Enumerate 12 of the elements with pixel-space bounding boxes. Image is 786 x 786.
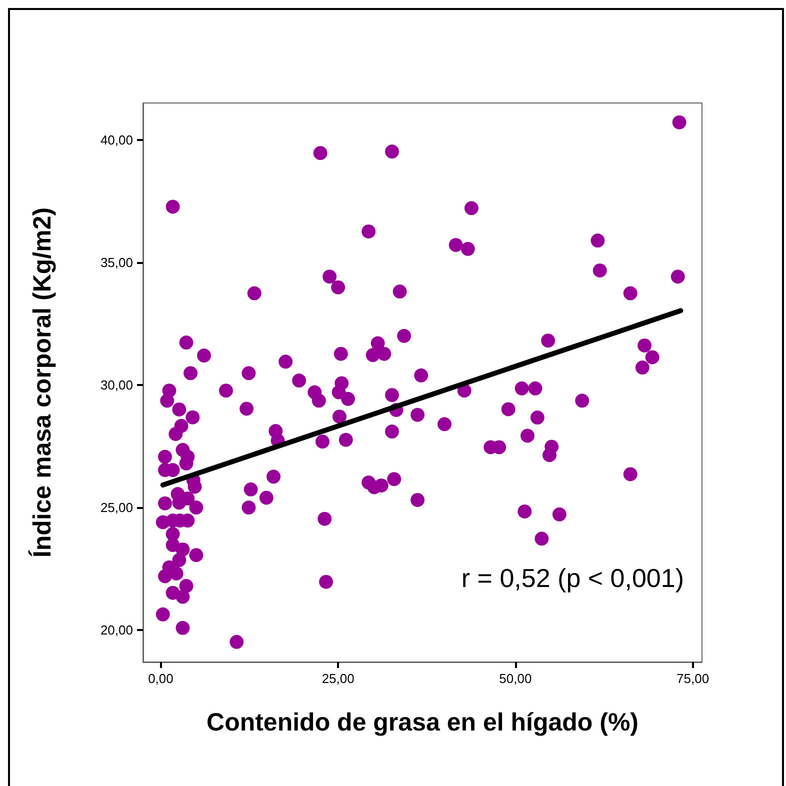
y-tick-label: 30,00 <box>100 377 133 392</box>
y-axis-title: Índice masa corporal (Kg/m2) <box>28 207 56 558</box>
y-tick-label: 40,00 <box>100 132 133 148</box>
y-tick-label: 20,00 <box>100 622 133 638</box>
x-tick-label: 0,00 <box>148 671 174 686</box>
x-tick-label: 75,00 <box>676 671 710 686</box>
x-tick-label: 25,00 <box>322 671 354 686</box>
y-tick-label: 25,00 <box>100 500 133 516</box>
y-tick-label: 35,00 <box>100 254 133 270</box>
x-axis-title: Contenido de grasa en el hígado (%) <box>206 708 638 736</box>
annotation: r = 0,52 (p < 0,001) <box>461 563 684 593</box>
x-tick-label: 50,00 <box>499 671 532 686</box>
